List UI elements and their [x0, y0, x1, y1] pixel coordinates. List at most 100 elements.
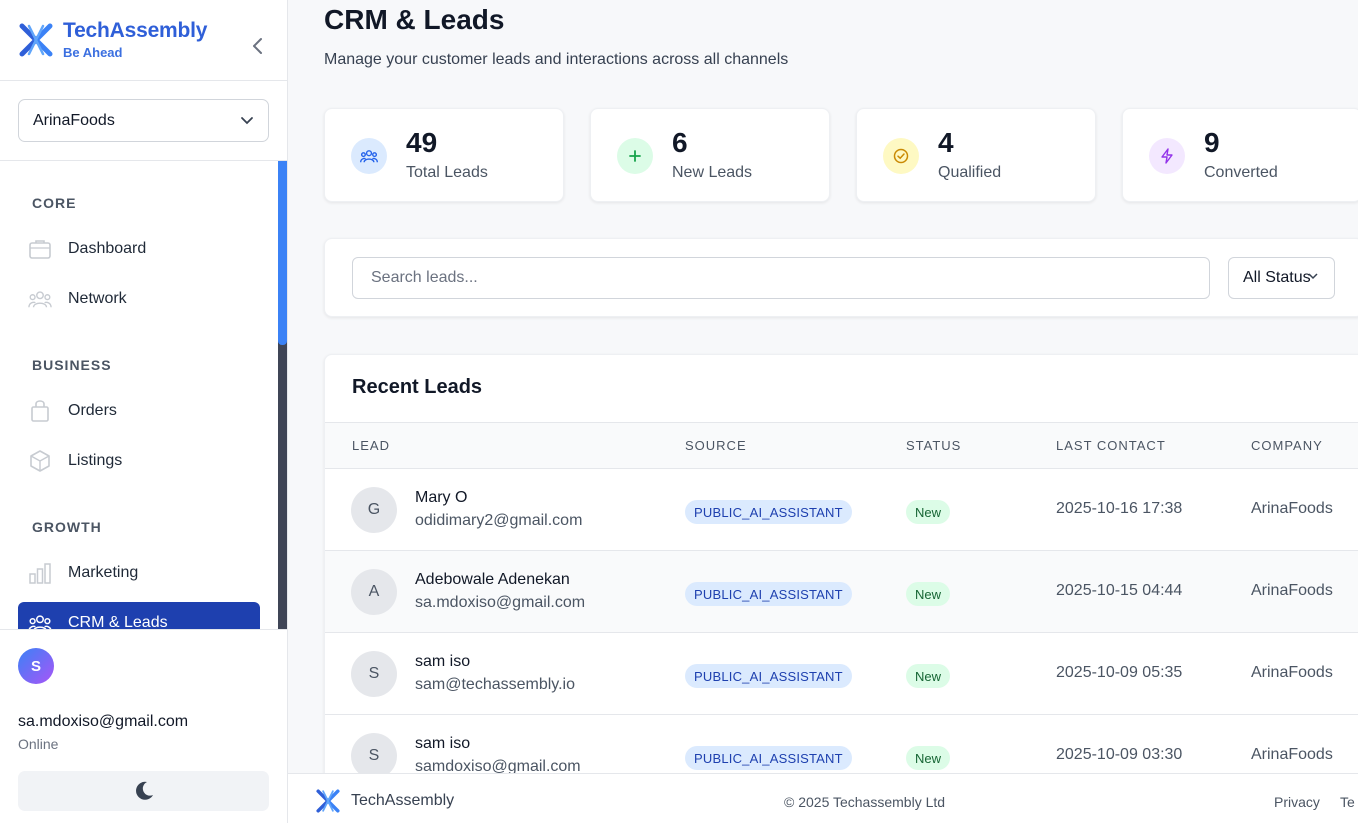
footer-link-terms[interactable]: Te — [1340, 794, 1355, 810]
brand-name: TechAssembly — [63, 19, 208, 42]
footer-copyright: © 2025 Techassembly Ltd — [784, 794, 946, 810]
sidebar-item-label: Dashboard — [68, 240, 147, 257]
bar-chart-icon — [28, 561, 52, 585]
brand-tagline: Be Ahead — [63, 45, 123, 60]
org-select[interactable]: ArinaFoods — [18, 99, 269, 142]
lead-avatar: S — [351, 651, 397, 697]
sidebar-item-network[interactable]: Network — [18, 278, 260, 320]
techassembly-logo-icon — [19, 23, 53, 57]
stat-value: 4 — [938, 127, 954, 158]
sidebar-item-marketing[interactable]: Marketing — [18, 552, 260, 594]
chevron-down-icon — [1308, 273, 1318, 280]
check-circle-icon — [883, 138, 919, 174]
nav-section-business: BUSINESS — [32, 357, 112, 373]
recent-leads-title: Recent Leads — [352, 376, 483, 398]
company: ArinaFoods — [1251, 664, 1333, 681]
footer-brand: TechAssembly — [351, 792, 455, 809]
status-badge: New — [906, 746, 951, 770]
lead-name: sam iso — [415, 653, 471, 670]
search-input[interactable] — [352, 257, 1210, 299]
users-icon — [28, 287, 52, 311]
last-contact: 2025-10-16 17:38 — [1056, 500, 1183, 517]
lead-email: sa.mdoxiso@gmail.com — [415, 594, 586, 611]
users-icon — [28, 611, 52, 629]
briefcase-icon — [28, 237, 52, 261]
stat-value: 6 — [672, 127, 688, 158]
sidebar-item-label: Orders — [68, 402, 117, 419]
stat-card-new-leads: 6 New Leads — [590, 108, 830, 202]
column-header-lead: LEAD — [352, 438, 390, 453]
company: ArinaFoods — [1251, 746, 1333, 763]
avatar[interactable]: S — [18, 648, 54, 684]
source-badge: PUBLIC_AI_ASSISTANT — [685, 664, 852, 688]
sidebar-scrollbar-thumb[interactable] — [278, 161, 287, 345]
brand-header: TechAssembly Be Ahead — [0, 0, 287, 81]
sidebar-nav: CORE Dashboard Network BUSINESS Orders L… — [0, 161, 278, 629]
nav-section-core: CORE — [32, 195, 77, 211]
sidebar-item-dashboard[interactable]: Dashboard — [18, 228, 260, 270]
sidebar-item-orders[interactable]: Orders — [18, 390, 260, 432]
lead-name: sam iso — [415, 735, 471, 752]
table-row[interactable]: S sam iso sam@techassembly.io PUBLIC_AI_… — [325, 633, 1358, 715]
lead-avatar: S — [351, 733, 397, 779]
stat-label: Total Leads — [406, 164, 488, 181]
source-badge: PUBLIC_AI_ASSISTANT — [685, 582, 852, 606]
stat-value: 49 — [406, 127, 438, 158]
last-contact: 2025-10-09 05:35 — [1056, 664, 1183, 681]
user-status: Online — [18, 736, 59, 752]
sidebar-item-label: Listings — [68, 452, 123, 469]
table-row[interactable]: A Adebowale Adenekan sa.mdoxiso@gmail.co… — [325, 551, 1358, 633]
recent-leads-table: Recent Leads LEAD SOURCE STATUS LAST CON… — [324, 354, 1358, 784]
lead-email: sam@techassembly.io — [415, 676, 575, 693]
lead-email: samdoxiso@gmail.com — [415, 758, 581, 775]
column-header-source: SOURCE — [685, 438, 747, 453]
moon-icon — [135, 781, 153, 800]
chevron-down-icon — [241, 116, 253, 124]
shopping-bag-icon — [28, 399, 52, 423]
stat-label: Converted — [1204, 164, 1278, 181]
nav-section-growth: GROWTH — [32, 519, 102, 535]
source-badge: PUBLIC_AI_ASSISTANT — [685, 746, 852, 770]
sidebar-item-crm-leads[interactable]: CRM & Leads — [18, 602, 260, 629]
users-icon — [351, 138, 387, 174]
techassembly-logo-icon — [316, 789, 340, 813]
cube-icon — [28, 449, 52, 473]
org-select-value: ArinaFoods — [33, 111, 115, 129]
company: ArinaFoods — [1251, 500, 1333, 517]
column-header-company: COMPANY — [1251, 438, 1323, 453]
footer-link-privacy[interactable]: Privacy — [1274, 794, 1320, 810]
status-filter-select[interactable]: All Status — [1228, 257, 1335, 299]
org-selector-area: ArinaFoods — [0, 81, 287, 161]
lead-name: Adebowale Adenekan — [415, 571, 570, 588]
theme-toggle-button[interactable] — [18, 771, 269, 811]
company: ArinaFoods — [1251, 582, 1333, 599]
sidebar-item-label: Network — [68, 290, 127, 307]
user-email: sa.mdoxiso@gmail.com — [18, 713, 189, 730]
source-badge: PUBLIC_AI_ASSISTANT — [685, 500, 852, 524]
last-contact: 2025-10-15 04:44 — [1056, 582, 1183, 599]
user-panel: S sa.mdoxiso@gmail.com Online — [0, 629, 287, 823]
sidebar-item-label: CRM & Leads — [68, 614, 168, 629]
status-filter-value: All Status — [1243, 269, 1311, 286]
page-title: CRM & Leads — [324, 4, 505, 35]
sidebar-scrollbar[interactable] — [278, 161, 287, 629]
lead-avatar: G — [351, 487, 397, 533]
sidebar: TechAssembly Be Ahead ArinaFoods CORE Da… — [0, 0, 288, 823]
status-badge: New — [906, 664, 951, 688]
page-subtitle: Manage your customer leads and interacti… — [324, 51, 789, 68]
plus-icon — [617, 138, 653, 174]
sidebar-item-listings[interactable]: Listings — [18, 440, 260, 482]
stat-label: New Leads — [672, 164, 753, 181]
footer: TechAssembly © 2025 Techassembly Ltd Pri… — [288, 773, 1358, 823]
lead-name: Mary O — [415, 489, 468, 506]
table-row[interactable]: G Mary O odidimary2@gmail.com PUBLIC_AI_… — [325, 469, 1358, 551]
stat-value: 9 — [1204, 127, 1220, 158]
column-header-last-contact: LAST CONTACT — [1056, 438, 1166, 453]
lead-email: odidimary2@gmail.com — [415, 512, 583, 529]
collapse-sidebar-button[interactable] — [246, 34, 270, 58]
status-badge: New — [906, 582, 951, 606]
chevron-left-icon — [253, 38, 262, 54]
table-row[interactable]: S sam iso samdoxiso@gmail.com PUBLIC_AI_… — [325, 715, 1358, 783]
lightning-icon — [1149, 138, 1185, 174]
sidebar-item-label: Marketing — [68, 564, 139, 581]
